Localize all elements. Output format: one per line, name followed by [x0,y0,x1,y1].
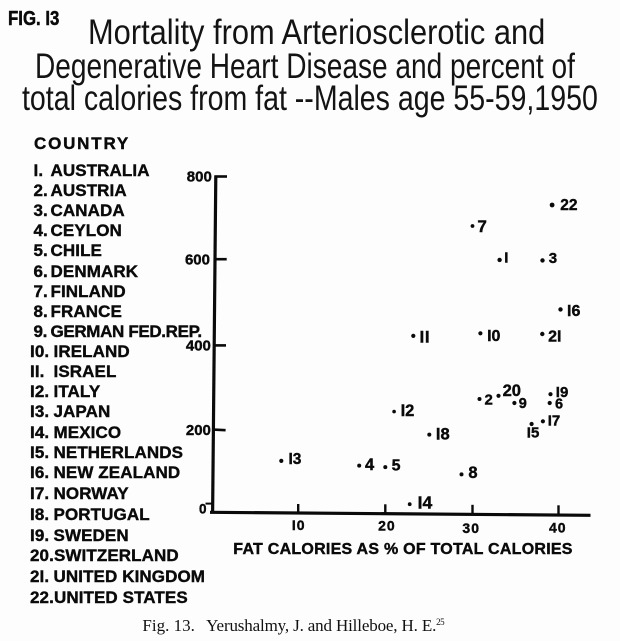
svg-text:30: 30 [462,520,480,536]
svg-text:40: 40 [549,520,567,536]
svg-text:I5: I5 [527,425,540,442]
svg-text:400: 400 [186,338,211,355]
svg-text:2: 2 [485,392,493,409]
svg-text:2I: 2I [548,329,561,346]
svg-text:4: 4 [365,456,375,474]
svg-text:0: 0 [199,501,207,516]
svg-text:II: II [420,328,431,347]
svg-text:800: 800 [187,169,212,186]
svg-text:I7: I7 [548,413,561,430]
svg-text:600: 600 [185,252,210,269]
svg-text:I0: I0 [487,328,500,345]
svg-text:I6: I6 [567,303,580,320]
svg-text:200: 200 [186,422,211,439]
svg-text:I3: I3 [289,451,302,468]
svg-text:20: 20 [378,518,396,534]
svg-text:I2: I2 [401,402,415,420]
svg-text:9: 9 [519,396,527,412]
svg-text:8: 8 [468,464,477,482]
svg-text:22: 22 [560,197,577,214]
svg-text:3: 3 [549,250,557,267]
svg-text:I9: I9 [556,384,569,401]
svg-text:I8: I8 [436,426,450,444]
svg-text:I: I [504,250,508,267]
svg-text:5: 5 [392,458,401,475]
svg-text:6: 6 [555,397,563,413]
svg-text:I4: I4 [418,492,433,512]
svg-text:I0: I0 [292,517,306,533]
svg-text:7: 7 [477,217,486,236]
svg-text:20: 20 [503,382,521,400]
